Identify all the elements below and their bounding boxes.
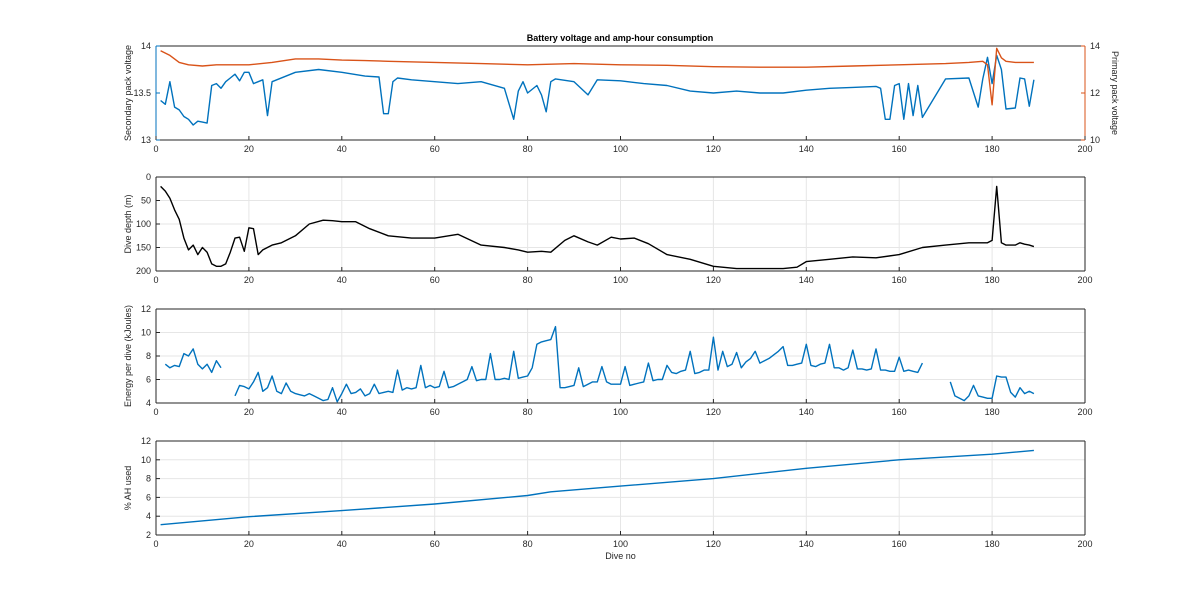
x-tick-label: 140: [799, 275, 814, 285]
y2-tick-label: 10: [1090, 135, 1100, 145]
x-tick-label: 40: [337, 407, 347, 417]
y-tick-label: 8: [146, 474, 151, 484]
y-axis-label: Dive depth (m): [123, 194, 133, 253]
panel-2: 0 20 40 60 80 100 120 140 160 180 200050100150200D…: [123, 172, 1093, 285]
x-tick-label: 140: [799, 407, 814, 417]
x-tick-label: 0: [153, 144, 158, 154]
y-tick-label: 4: [146, 511, 151, 521]
y-axis-label: Secondary pack voltage: [123, 45, 133, 141]
y-axis-label: % AH used: [123, 466, 133, 511]
x-tick-label: 200: [1077, 275, 1092, 285]
y2-tick-label: 12: [1090, 88, 1100, 98]
series-line-1-seg3: [949, 375, 1035, 402]
series-line-1: [160, 185, 1035, 270]
x-tick-label: 40: [337, 144, 347, 154]
x-tick-label: 60: [430, 144, 440, 154]
y2-tick-label: 14: [1090, 41, 1100, 51]
x-tick-label: 100: [613, 539, 628, 549]
y-tick-label: 2: [146, 530, 151, 540]
y-tick-label: 200: [136, 266, 151, 276]
y-tick-label: 13: [141, 135, 151, 145]
y-tick-label: 12: [141, 436, 151, 446]
x-tick-label: 80: [523, 407, 533, 417]
y-tick-label: 6: [146, 492, 151, 502]
y-tick-label: 6: [146, 375, 151, 385]
y-axis-label: Energy per dive (kJoules): [123, 305, 133, 407]
x-tick-label: 100: [613, 275, 628, 285]
x-tick-label: 60: [430, 275, 440, 285]
y-tick-label: 150: [136, 243, 151, 253]
y-tick-label: 10: [141, 455, 151, 465]
x-tick-label: 200: [1077, 407, 1092, 417]
y-tick-label: 0: [146, 172, 151, 182]
x-tick-label: 40: [337, 275, 347, 285]
x-tick-label: 140: [799, 539, 814, 549]
y-tick-label: 8: [146, 351, 151, 361]
x-tick-label: 0: [153, 539, 158, 549]
x-tick-label: 180: [985, 407, 1000, 417]
x-tick-label: 60: [430, 407, 440, 417]
panel-1: 0 20 40 60 80 100 120 140 160 180 200 13 13.5 14 10 12 1…: [123, 41, 1120, 154]
x-tick-label: 120: [706, 275, 721, 285]
x-tick-label: 120: [706, 407, 721, 417]
chart-title: Battery voltage and amp-hour consumption: [527, 33, 714, 43]
x-tick-label: 160: [892, 144, 907, 154]
x-tick-label: 20: [244, 407, 254, 417]
x-tick-label: 180: [985, 144, 1000, 154]
x-tick-label: 0: [153, 275, 158, 285]
x-tick-label: 40: [337, 539, 347, 549]
x-tick-label: 120: [706, 539, 721, 549]
y-tick-label: 14: [141, 41, 151, 51]
x-tick-label: 160: [892, 275, 907, 285]
x-tick-label: 180: [985, 275, 1000, 285]
panel-3: 0 20 40 60 80 100 120 140 160 180 200 4 6 8 10 12 Energy…: [123, 304, 1093, 417]
x-tick-label: 100: [613, 144, 628, 154]
x-tick-label: 20: [244, 144, 254, 154]
x-tick-label: 160: [892, 539, 907, 549]
y-tick-label: 13.5: [133, 88, 151, 98]
series-line-1-seg2: [234, 325, 924, 403]
y-tick-label: 12: [141, 304, 151, 314]
x-tick-label: 20: [244, 275, 254, 285]
series-line-1: [160, 449, 1034, 526]
x-tick-label: 140: [799, 144, 814, 154]
y-tick-label: 10: [141, 328, 151, 338]
series-line-2: [160, 47, 1034, 106]
x-tick-label: 200: [1077, 144, 1092, 154]
series-line-1-seg1: [164, 348, 222, 374]
x-tick-label: 160: [892, 407, 907, 417]
x-tick-label: 80: [523, 275, 533, 285]
plot-area: [156, 46, 1085, 140]
panel-4: 0 20 40 60 80 100 120 140 160 180 200 2 4 6 8 10 12 % AH …: [123, 436, 1093, 561]
y-tick-label: 50: [141, 196, 151, 206]
x-tick-label: 100: [613, 407, 628, 417]
series-line-1: [160, 54, 1035, 126]
x-axis-label: Dive no: [605, 551, 636, 561]
y-tick-label: 4: [146, 398, 151, 408]
y-tick-label: 100: [136, 219, 151, 229]
x-tick-label: 60: [430, 539, 440, 549]
y2-axis-label: Primary pack voltage: [1110, 51, 1120, 135]
x-tick-label: 120: [706, 144, 721, 154]
x-tick-label: 180: [985, 539, 1000, 549]
x-tick-label: 80: [523, 539, 533, 549]
x-tick-label: 0: [153, 407, 158, 417]
x-tick-label: 200: [1077, 539, 1092, 549]
x-tick-label: 20: [244, 539, 254, 549]
x-tick-label: 80: [523, 144, 533, 154]
